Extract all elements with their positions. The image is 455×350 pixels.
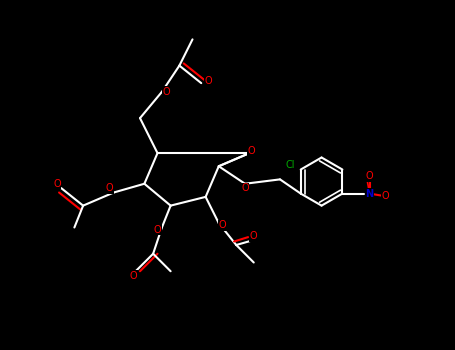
- Text: O: O: [250, 231, 258, 241]
- Text: O: O: [204, 76, 212, 86]
- Text: O: O: [248, 146, 255, 156]
- Text: O: O: [53, 179, 61, 189]
- Text: O: O: [162, 87, 170, 97]
- Text: O: O: [106, 183, 113, 193]
- Text: O: O: [154, 225, 162, 235]
- Text: O: O: [366, 171, 374, 181]
- Text: O: O: [218, 220, 226, 230]
- Text: O: O: [130, 271, 137, 281]
- Text: O: O: [381, 191, 389, 201]
- Text: O: O: [241, 183, 249, 193]
- Text: Cl: Cl: [285, 160, 294, 170]
- Text: N: N: [365, 189, 374, 198]
